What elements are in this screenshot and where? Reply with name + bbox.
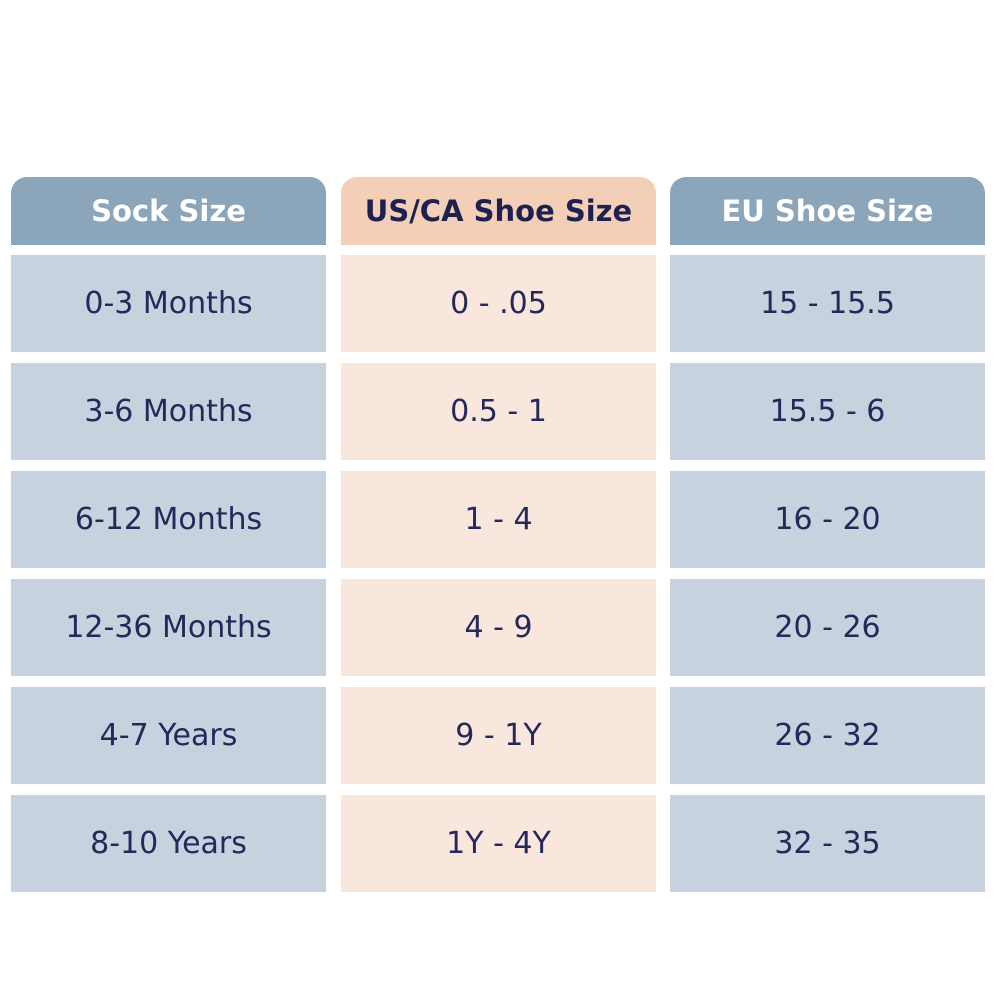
table-cell: 0.5 - 1	[341, 363, 656, 460]
table-cell: 9 - 1Y	[341, 687, 656, 784]
table-cell: 8-10 Years	[11, 795, 326, 892]
table-cell: 1 - 4	[341, 471, 656, 568]
table-cell: 3-6 Months	[11, 363, 326, 460]
table-cell: 15.5 - 6	[670, 363, 985, 460]
table-cell: 0 - .05	[341, 255, 656, 352]
table-cell: 32 - 35	[670, 795, 985, 892]
table-cell: 26 - 32	[670, 687, 985, 784]
table-cell: 6-12 Months	[11, 471, 326, 568]
header-cell: EU Shoe Size	[670, 177, 985, 245]
table-cell: 1Y - 4Y	[341, 795, 656, 892]
table-cell: 12-36 Months	[11, 579, 326, 676]
table-cell: 16 - 20	[670, 471, 985, 568]
table-cell: 4 - 9	[341, 579, 656, 676]
table-cell: 0-3 Months	[11, 255, 326, 352]
table-cell: 4-7 Years	[11, 687, 326, 784]
table-cell: 20 - 26	[670, 579, 985, 676]
header-cell: US/CA Shoe Size	[341, 177, 656, 245]
header-cell: Sock Size	[11, 177, 326, 245]
table-cell: 15 - 15.5	[670, 255, 985, 352]
